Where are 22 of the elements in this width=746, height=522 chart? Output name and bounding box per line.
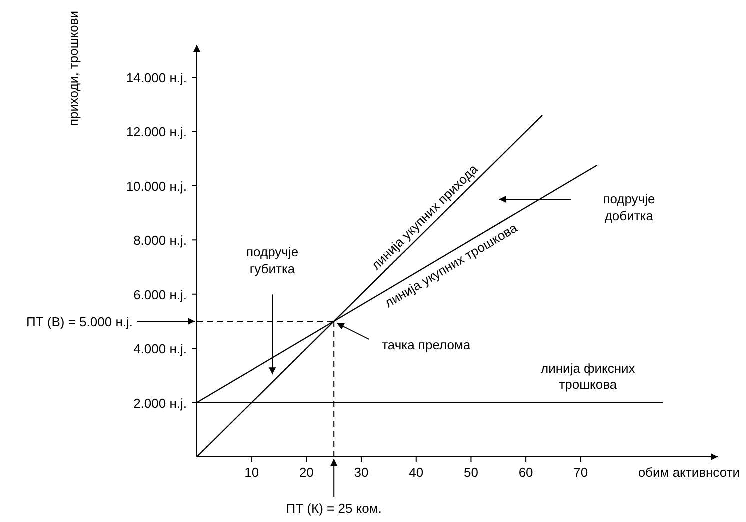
x-tick-label: 60 xyxy=(518,465,534,480)
y-tick-label: 4.000 н.ј. xyxy=(134,342,187,357)
y-tick-label: 6.000 н.ј. xyxy=(134,287,187,302)
y-tick-label: 10.000 н.ј. xyxy=(126,178,187,194)
series-label: линија фиксних трошкова xyxy=(541,360,636,392)
y-tick-label: 8.000 н.ј. xyxy=(134,233,187,248)
y-axis-title: приходи, трошкови xyxy=(66,11,81,126)
x-tick-label: 50 xyxy=(464,465,478,480)
x-axis-title: обим активнсоти xyxy=(638,465,740,480)
annotation: подручје губитка xyxy=(246,244,299,277)
annotation: тачка прелома xyxy=(382,337,472,352)
y-tick-label: 14.000 н.ј. xyxy=(126,70,187,86)
x-tick-label: 40 xyxy=(409,465,424,480)
ref-line-label: ПТ (К) = 25 ком. xyxy=(286,501,382,516)
y-tick-label: 2.000 н.ј. xyxy=(134,396,187,411)
x-tick-label: 10 xyxy=(244,465,260,480)
ref-line-label: ПТ (В) = 5.000 н.ј. xyxy=(26,314,133,330)
x-tick-label: 30 xyxy=(354,465,369,480)
x-tick-label: 70 xyxy=(574,465,588,480)
annotation: подручје добитка xyxy=(603,192,656,224)
x-tick-label: 20 xyxy=(299,465,314,480)
y-tick-label: 12.000 н.ј. xyxy=(126,124,187,140)
